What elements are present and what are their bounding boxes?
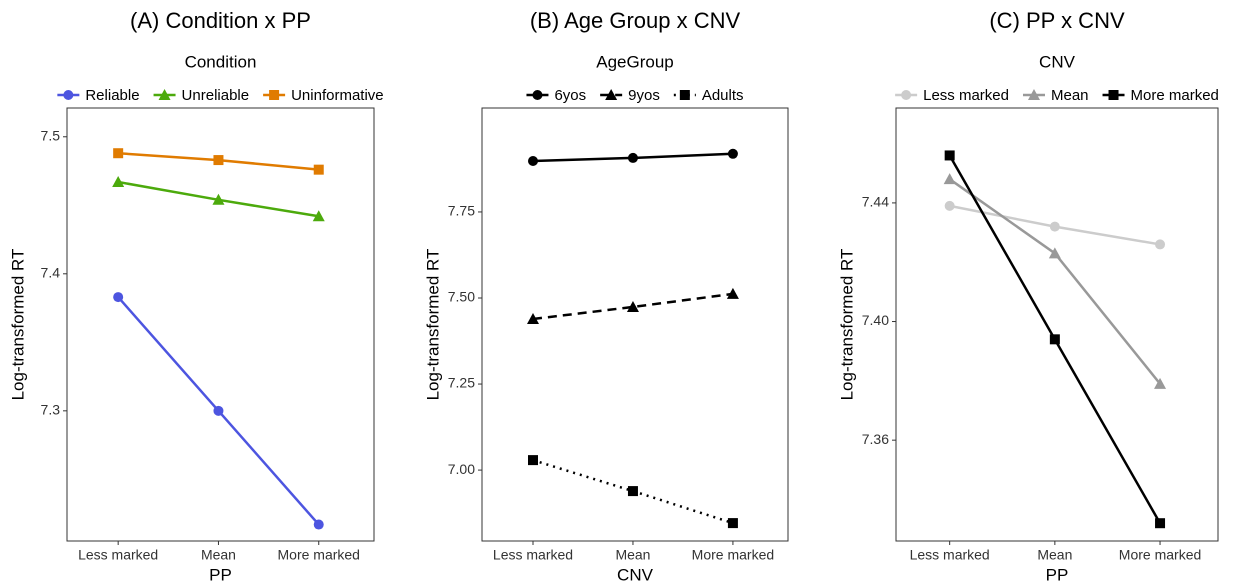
y-tick-label: 7.44 — [862, 194, 889, 210]
point — [1048, 247, 1061, 259]
y-tick-label: 7.75 — [448, 203, 475, 219]
x-tick-label: More marked — [278, 547, 360, 563]
legend: Reliable Unreliable Uninformative — [57, 87, 384, 104]
legend-label: Less marked — [923, 87, 1009, 104]
legend-entry: Adults — [673, 87, 744, 104]
point — [944, 200, 955, 211]
point — [112, 175, 125, 187]
point — [528, 455, 538, 466]
point — [1108, 90, 1119, 100]
point — [605, 89, 618, 100]
legend-label: More marked — [1131, 87, 1219, 104]
y-tick-label: 7.36 — [862, 431, 889, 447]
y-tick-label: 7.3 — [41, 402, 61, 418]
chart-title: (C) PP x CNV — [989, 8, 1125, 33]
legend-entry: 9yos — [600, 87, 660, 104]
point — [1027, 89, 1040, 100]
legend-entry: Mean — [1022, 87, 1089, 104]
x-tick-label: Mean — [1037, 547, 1072, 563]
point — [313, 519, 324, 530]
legend-label: 9yos — [628, 87, 660, 104]
point — [727, 148, 738, 159]
point — [528, 156, 538, 167]
y-tick-label: 7.40 — [862, 312, 889, 328]
legend-label: Adults — [702, 87, 744, 104]
point — [158, 89, 171, 100]
legend-label: Uninformative — [291, 87, 384, 104]
x-axis-title: PP — [1046, 565, 1069, 584]
y-tick-label: 7.4 — [41, 265, 61, 281]
legend-entry: Reliable — [57, 87, 140, 104]
point — [1154, 377, 1167, 389]
y-tick-label: 7.5 — [41, 127, 61, 143]
point — [1049, 334, 1060, 345]
point — [213, 405, 224, 416]
point — [113, 292, 124, 303]
x-axis-title: CNV — [617, 565, 654, 584]
point — [901, 90, 912, 100]
point — [527, 312, 539, 324]
point — [726, 287, 739, 299]
point — [727, 518, 738, 529]
y-tick-label: 7.50 — [448, 289, 475, 305]
x-tick-label: Less marked — [910, 547, 990, 563]
legend-title: CNV — [1039, 52, 1076, 71]
point — [944, 150, 955, 161]
y-tick-label: 7.25 — [448, 375, 475, 391]
chart-title: (A) Condition x PP — [130, 8, 311, 33]
point — [1155, 518, 1166, 529]
point — [626, 300, 639, 312]
y-axis-title: Log-transformed RT — [837, 249, 856, 401]
x-tick-label: Less marked — [78, 547, 158, 563]
x-tick-label: More marked — [1119, 547, 1201, 563]
x-axis-title: PP — [209, 565, 232, 584]
y-axis-title: Log-transformed RT — [423, 249, 442, 401]
legend-entry: Less marked — [895, 87, 1009, 104]
plot-frame — [481, 107, 789, 542]
point — [113, 148, 124, 159]
point — [313, 164, 324, 175]
legend-entry: Unreliable — [153, 87, 250, 104]
legend-entry: More marked — [1102, 87, 1219, 104]
legend-label: 6yos — [554, 87, 586, 104]
point — [212, 193, 225, 205]
point — [1155, 239, 1166, 250]
x-tick-label: Mean — [615, 547, 650, 563]
x-tick-label: Less marked — [493, 547, 573, 563]
y-axis-title: Log-transformed RT — [8, 249, 27, 401]
x-tick-label: Mean — [201, 547, 236, 563]
point — [679, 90, 690, 100]
legend-label: Reliable — [85, 87, 139, 104]
y-tick-label: 7.00 — [448, 461, 475, 477]
legend: 6yos 9yos Adults — [526, 87, 744, 104]
point — [532, 90, 543, 100]
point — [627, 486, 638, 497]
point — [943, 173, 956, 185]
plot-frame — [66, 107, 375, 542]
legend-label: Unreliable — [182, 87, 250, 104]
point — [1049, 221, 1060, 232]
legend-entry: 6yos — [526, 87, 586, 104]
point — [269, 90, 280, 100]
legend-title: Condition — [185, 52, 257, 71]
plot-frame — [895, 107, 1219, 542]
chart-title: (B) Age Group x CNV — [530, 8, 741, 33]
point — [312, 210, 325, 222]
legend-label: Mean — [1051, 87, 1089, 104]
series-line — [532, 292, 734, 321]
point — [213, 155, 224, 166]
point — [627, 152, 638, 163]
point — [63, 90, 74, 100]
legend-entry: Uninformative — [263, 87, 384, 104]
legend: Less marked Mean More marked — [895, 87, 1219, 104]
x-tick-label: More marked — [692, 547, 774, 563]
legend-title: AgeGroup — [596, 52, 674, 71]
